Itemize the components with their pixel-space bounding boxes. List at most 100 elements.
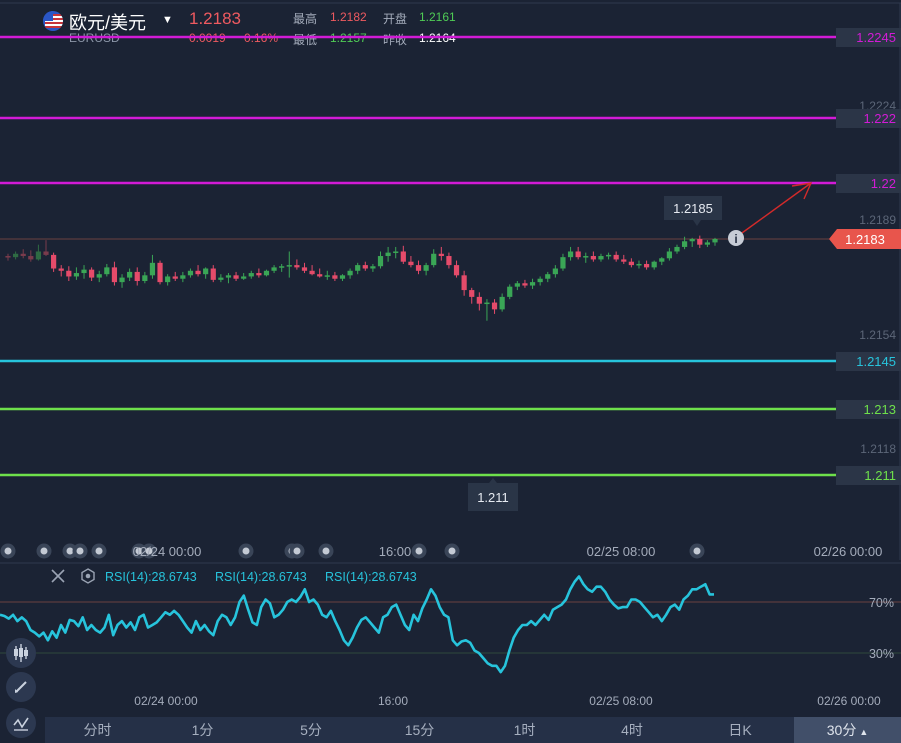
info-icon: i bbox=[728, 230, 744, 246]
candle-body bbox=[332, 275, 338, 279]
event-dot-center bbox=[95, 547, 103, 555]
candle-body bbox=[317, 274, 323, 277]
axis-tick: 1.2189 bbox=[859, 213, 896, 227]
candle-body bbox=[20, 253, 26, 257]
event-dot-center bbox=[145, 547, 153, 555]
rsi-legend: RSI(14):28.6743 bbox=[105, 570, 197, 584]
event-dot-center bbox=[693, 547, 701, 555]
candle-body bbox=[73, 273, 80, 277]
horizontal-lines bbox=[0, 35, 836, 477]
tab-1hour[interactable]: 1时 bbox=[513, 722, 536, 738]
rsi-legend: RSI(14):28.6743 bbox=[215, 570, 307, 584]
candle-body bbox=[659, 258, 665, 262]
candles bbox=[5, 235, 718, 321]
tab-1min[interactable]: 1分 bbox=[191, 722, 214, 738]
event-dot-center bbox=[40, 547, 48, 555]
candle-body bbox=[575, 251, 581, 258]
tab-4hour[interactable]: 4时 bbox=[621, 722, 643, 738]
candle-body bbox=[35, 251, 42, 260]
candle-body bbox=[279, 266, 285, 268]
chevron-down-icon[interactable]: ▼ bbox=[162, 14, 173, 26]
candle-body bbox=[666, 251, 672, 259]
candle-body bbox=[142, 275, 148, 281]
event-dot-center bbox=[293, 547, 301, 555]
candle-body bbox=[66, 270, 72, 277]
candle-body bbox=[583, 256, 589, 258]
candle-body bbox=[431, 253, 437, 266]
candle-body bbox=[423, 265, 429, 271]
candle-body bbox=[119, 277, 125, 283]
rsi-panel[interactable]: RSI(14):28.6743 RSI(14):28.6743 RSI(14):… bbox=[0, 562, 901, 722]
level-label: 1.2245 bbox=[856, 30, 896, 45]
event-dot-center bbox=[242, 547, 250, 555]
candle-body bbox=[712, 239, 718, 243]
indicator-icon[interactable] bbox=[6, 708, 36, 738]
candle-body bbox=[507, 286, 513, 297]
tab-30min-label: 30分 bbox=[826, 722, 857, 738]
candle-body bbox=[514, 283, 520, 287]
svg-text:i: i bbox=[734, 232, 737, 246]
candle-body bbox=[476, 296, 482, 304]
candle-body bbox=[704, 242, 710, 245]
current-price-tag: 1.2183 bbox=[829, 229, 901, 249]
candle-body bbox=[385, 252, 391, 257]
candle-body bbox=[157, 262, 163, 283]
callout-low-text: 1.211 bbox=[477, 490, 509, 505]
candle-body bbox=[681, 241, 688, 247]
candle-body bbox=[134, 271, 140, 281]
settings-icon bbox=[81, 568, 95, 584]
tab-daily[interactable]: 日K bbox=[728, 722, 752, 738]
candle-body bbox=[415, 265, 422, 271]
candle-body bbox=[195, 270, 201, 275]
symbol-name[interactable]: 欧元/美元 bbox=[69, 13, 147, 33]
candle-style-icon[interactable] bbox=[6, 638, 36, 668]
axis-ticks: 1.2224 1.2189 1.2154 1.2118 bbox=[859, 99, 896, 456]
level-label: 1.2145 bbox=[856, 354, 896, 369]
candle-body bbox=[370, 266, 376, 269]
candle-body bbox=[590, 256, 596, 260]
event-dot-center bbox=[66, 547, 74, 555]
candle-body bbox=[347, 270, 353, 276]
candle-body bbox=[96, 274, 102, 278]
candle-body bbox=[469, 290, 475, 297]
level-label-bg bbox=[836, 174, 901, 193]
candle-body bbox=[643, 263, 650, 268]
event-dot-center bbox=[76, 547, 84, 555]
candle-body bbox=[339, 275, 346, 279]
candle-body bbox=[560, 257, 566, 269]
candle-body bbox=[613, 254, 619, 260]
candle-body bbox=[111, 267, 118, 283]
last-price: 1.2183 bbox=[189, 9, 241, 28]
level-label: 1.211 bbox=[864, 468, 896, 483]
level-label-bg bbox=[836, 28, 901, 47]
event-dot-center bbox=[322, 547, 330, 555]
price-chart[interactable]: 1.2224 1.2189 1.2154 1.2118 1.22451.2221… bbox=[0, 0, 901, 560]
candle-body bbox=[674, 246, 680, 252]
candle-body bbox=[165, 276, 171, 283]
tab-timeshare[interactable]: 分时 bbox=[83, 722, 112, 738]
candle-body bbox=[225, 275, 232, 278]
tab-5min[interactable]: 5分 bbox=[300, 722, 322, 738]
callout-high-text: 1.2185 bbox=[673, 201, 713, 216]
candle-body bbox=[187, 270, 194, 276]
draw-pen-icon[interactable] bbox=[6, 672, 36, 702]
event-dots bbox=[0, 543, 705, 559]
level-label: 1.213 bbox=[863, 402, 896, 417]
event-dot-center bbox=[135, 547, 143, 555]
time-label: 02/25 08:00 bbox=[589, 694, 653, 708]
tab-15min[interactable]: 15分 bbox=[404, 722, 435, 738]
candle-body bbox=[218, 277, 224, 280]
eu-us-flag-icon bbox=[43, 11, 63, 31]
high-label: 最高 bbox=[293, 12, 318, 26]
candle-body bbox=[233, 275, 239, 279]
candle-body bbox=[324, 275, 330, 277]
candle-body bbox=[628, 261, 634, 266]
candle-body bbox=[598, 256, 604, 260]
candle-body bbox=[89, 269, 95, 278]
candle-body bbox=[127, 271, 133, 278]
level-label: 1.22 bbox=[871, 176, 896, 191]
tab-30min[interactable]: 30分 ▲ bbox=[794, 717, 901, 743]
event-dot-center bbox=[4, 547, 12, 555]
level-label-bg bbox=[836, 352, 901, 371]
